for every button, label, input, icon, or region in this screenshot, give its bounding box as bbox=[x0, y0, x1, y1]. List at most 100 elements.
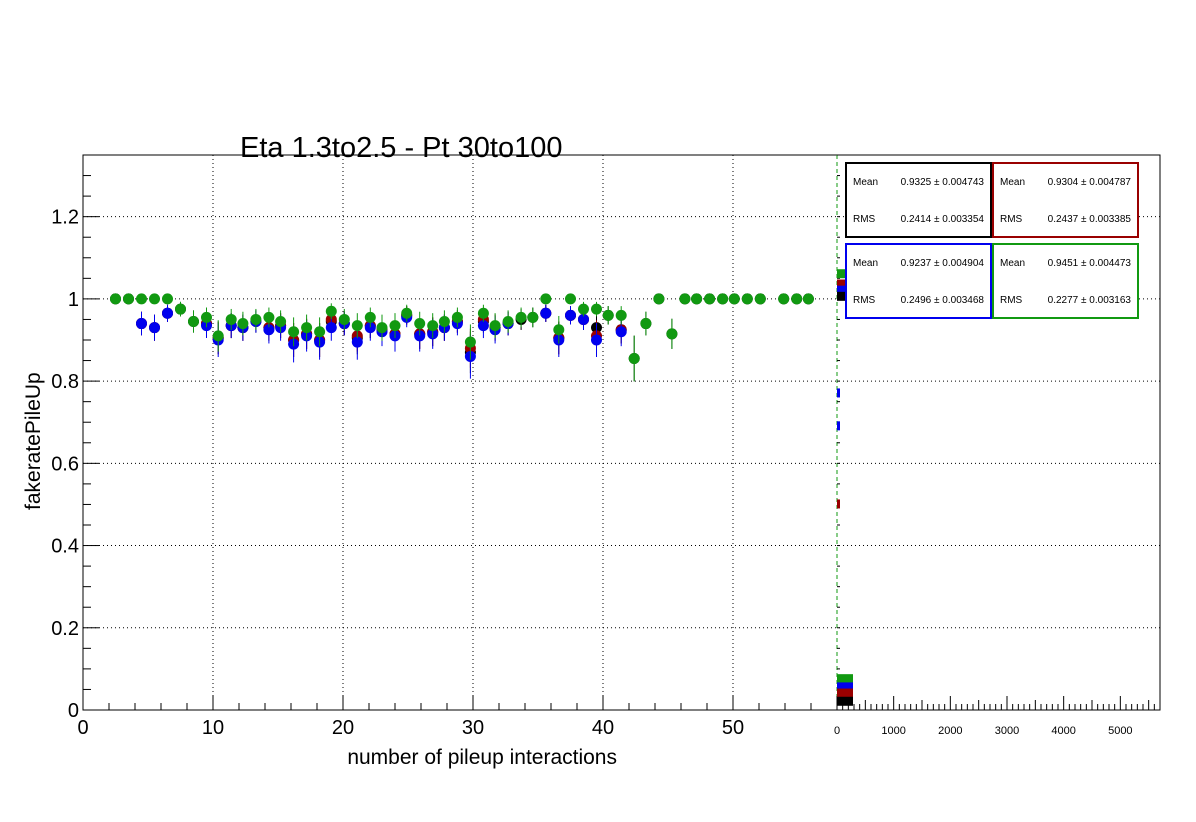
data-point bbox=[778, 293, 790, 305]
data-point bbox=[225, 313, 237, 325]
stat-mean-label: Mean bbox=[1000, 177, 1025, 188]
stat-box-2: Mean 0.9237 ± 0.004904 RMS 0.2496 ± 0.00346… bbox=[845, 243, 992, 319]
data-point bbox=[162, 307, 173, 319]
stat-mean-value: 0.9451 ± 0.004473 bbox=[1048, 258, 1132, 269]
side-histogram-bar bbox=[837, 682, 853, 692]
stat-mean-value: 0.9325 ± 0.004743 bbox=[901, 177, 985, 188]
data-point bbox=[540, 293, 552, 305]
data-point bbox=[136, 318, 147, 330]
data-point bbox=[427, 320, 439, 332]
data-point bbox=[717, 293, 729, 305]
data-point bbox=[565, 309, 576, 321]
side-histogram-bar bbox=[837, 674, 853, 684]
x-tick-label: 50 bbox=[722, 717, 744, 739]
y-tick-label: 1.2 bbox=[51, 207, 79, 229]
side-histogram-bar bbox=[837, 696, 853, 706]
data-point bbox=[591, 303, 602, 315]
data-point bbox=[414, 318, 426, 330]
data-point bbox=[351, 320, 363, 332]
data-point bbox=[679, 293, 691, 305]
data-point bbox=[553, 324, 565, 336]
stat-rms-value: 0.2414 ± 0.003354 bbox=[901, 214, 985, 225]
x-tick-label: 40 bbox=[592, 717, 614, 739]
data-point bbox=[237, 318, 249, 330]
data-point bbox=[653, 293, 665, 305]
y-tick-label: 0 bbox=[68, 700, 79, 722]
data-point bbox=[301, 322, 313, 334]
stat-box-border bbox=[845, 243, 992, 319]
data-point bbox=[149, 322, 160, 334]
data-point bbox=[149, 293, 160, 305]
data-point bbox=[615, 326, 627, 338]
stat-box-border bbox=[992, 243, 1139, 319]
data-point bbox=[325, 322, 337, 334]
data-point bbox=[515, 311, 527, 323]
side-histogram-bar bbox=[837, 269, 845, 279]
side-histogram-bar bbox=[837, 291, 845, 301]
y-tick-label: 0.2 bbox=[51, 618, 79, 640]
side-histogram-bar bbox=[837, 285, 845, 295]
side-tick-label: 5000 bbox=[1108, 725, 1132, 737]
data-point bbox=[704, 293, 716, 305]
plot-border bbox=[82, 154, 1161, 711]
data-point bbox=[451, 311, 463, 323]
data-point bbox=[489, 320, 501, 332]
data-point bbox=[364, 311, 376, 323]
data-point bbox=[162, 293, 173, 305]
side-tick-label: 0 bbox=[834, 725, 840, 737]
stat-rms-label: RMS bbox=[1000, 295, 1023, 306]
stat-rms-value: 0.2277 ± 0.003163 bbox=[1048, 295, 1132, 306]
x-tick-label: 20 bbox=[332, 717, 354, 739]
data-point bbox=[288, 326, 300, 338]
x-tick-label: 10 bbox=[202, 717, 224, 739]
data-point bbox=[578, 313, 589, 325]
stat-box-1: Mean 0.9304 ± 0.004787 RMS 0.2437 ± 0.00338… bbox=[992, 162, 1139, 238]
x-axis-title: number of pileup interactions bbox=[347, 746, 617, 769]
data-point bbox=[201, 311, 212, 323]
side-tick-label: 1000 bbox=[881, 725, 905, 737]
side-histogram-bar bbox=[837, 499, 840, 509]
data-point bbox=[325, 305, 337, 317]
data-point bbox=[376, 322, 388, 334]
data-point bbox=[464, 336, 476, 348]
stat-box-border bbox=[845, 162, 992, 238]
data-point bbox=[565, 293, 576, 305]
stat-mean-value: 0.9304 ± 0.004787 bbox=[1048, 177, 1132, 188]
data-point bbox=[640, 318, 652, 330]
data-point bbox=[364, 322, 376, 334]
side-histogram-panel: 0 1000 2000 3000 4000 5000 bbox=[834, 154, 1155, 737]
side-tick-label: 2000 bbox=[938, 725, 962, 737]
stat-mean-label: Mean bbox=[1000, 258, 1025, 269]
grid-lines bbox=[83, 155, 1160, 710]
data-point bbox=[401, 307, 413, 319]
x-tick-label: 30 bbox=[462, 717, 484, 739]
stat-box-0: Mean 0.9325 ± 0.004743 RMS 0.2414 ± 0.00335… bbox=[845, 162, 992, 238]
data-point bbox=[502, 316, 514, 327]
side-histogram-bar bbox=[837, 688, 853, 698]
data-point bbox=[175, 303, 186, 315]
data-point bbox=[602, 309, 614, 321]
y-tick-label: 0.4 bbox=[51, 536, 79, 558]
data-point bbox=[123, 293, 134, 305]
series-3 bbox=[110, 293, 814, 382]
data-point bbox=[263, 324, 275, 336]
plot-frame bbox=[82, 154, 1161, 711]
data-point bbox=[754, 293, 766, 305]
data-point bbox=[591, 334, 602, 346]
data-point bbox=[338, 313, 350, 325]
chart-title: Eta 1.3to2.5 - Pt 30to100 bbox=[240, 132, 562, 164]
side-tick-label: 4000 bbox=[1051, 725, 1075, 737]
stat-rms-label: RMS bbox=[853, 295, 876, 306]
y-tick-label: 1 bbox=[68, 289, 79, 311]
stat-mean-label: Mean bbox=[853, 258, 878, 269]
stat-boxes: Mean 0.9325 ± 0.004743 RMS 0.2414 ± 0.00335… bbox=[845, 162, 1139, 319]
data-point bbox=[628, 353, 640, 364]
data-point bbox=[250, 313, 262, 325]
stat-box-border bbox=[992, 162, 1139, 238]
data-point bbox=[615, 309, 627, 321]
data-point bbox=[314, 326, 326, 338]
data-point bbox=[389, 320, 401, 332]
axis-ticks: 0 10 20 30 40 50 0 0.2 0.4 0.6 0.8 1 1.2 bbox=[51, 154, 838, 739]
x-tick-label: 0 bbox=[77, 717, 88, 739]
